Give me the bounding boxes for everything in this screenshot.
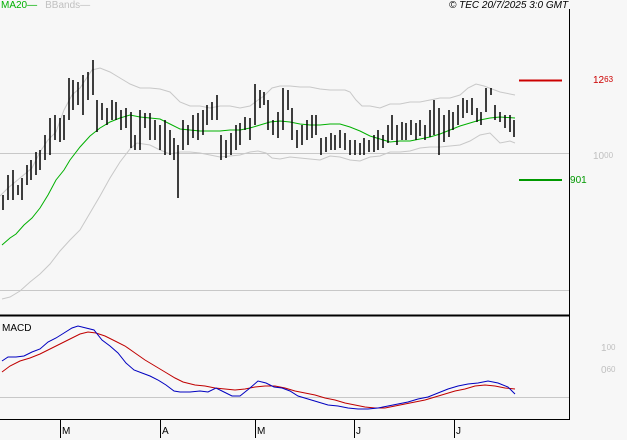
support-label: 901 [570, 175, 587, 186]
x-label-m2: M [257, 426, 266, 437]
bband-upper [0, 67, 516, 197]
legend-bbands: BBands— [45, 0, 91, 11]
chart-legend: MA20— BBands— [1, 0, 90, 11]
price-bars [2, 60, 515, 210]
x-label-j2: J [456, 426, 461, 437]
macd-tick-upper: 100 [601, 343, 616, 354]
resistance-label: 1263 [593, 75, 614, 86]
ma20-line [1, 114, 516, 246]
macd-tick-lower: 060 [601, 365, 616, 376]
macd-title: MACD [2, 323, 32, 334]
x-label-j1: J [356, 426, 361, 437]
macd-line [1, 325, 516, 410]
legend-ma20: MA20— [1, 0, 38, 11]
x-label-m1: M [62, 426, 71, 437]
price-tick-1000: 1000 [593, 151, 614, 162]
copyright-text: © TEC 20/7/2025 3:0 GMT [449, 0, 569, 11]
bband-lower [1, 132, 516, 300]
x-ticks [60, 420, 455, 438]
x-label-a: A [162, 426, 169, 437]
macd-signal-line [1, 331, 516, 409]
